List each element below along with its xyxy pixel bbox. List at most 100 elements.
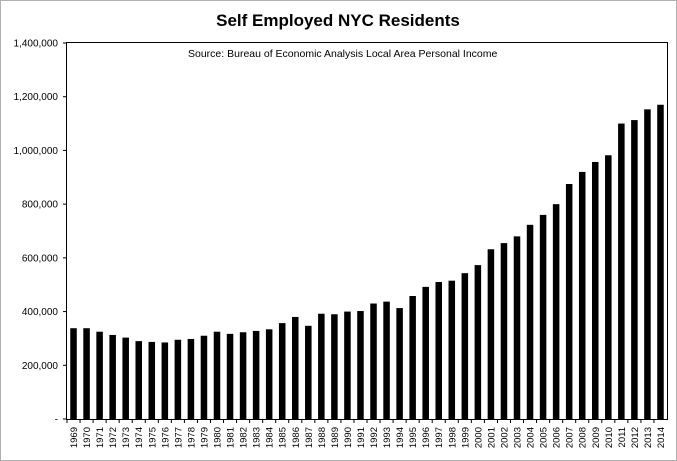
bar <box>187 338 195 419</box>
bar <box>644 109 651 419</box>
x-tick-label: 1999 <box>460 427 471 448</box>
x-tick-label: 2011 <box>617 427 628 447</box>
bar <box>383 301 390 419</box>
bar <box>292 316 299 419</box>
bar <box>409 295 416 419</box>
x-tick-label: 1969 <box>69 427 80 448</box>
x-tick-label: 2008 <box>578 427 589 448</box>
x-tick-label: 2000 <box>473 427 484 448</box>
source-annotation: Source: Bureau of Economic Analysis Loca… <box>188 48 497 60</box>
bar <box>474 265 482 419</box>
x-tick-label: 1998 <box>447 427 458 448</box>
bar <box>657 104 664 420</box>
x-tick-label: 1990 <box>343 427 354 448</box>
bar <box>592 161 599 419</box>
bar <box>435 282 442 419</box>
bar <box>148 341 156 419</box>
plot-area <box>66 42 668 420</box>
bar <box>631 120 638 419</box>
bar <box>461 273 469 419</box>
bar <box>618 123 625 420</box>
chart-title: Self Employed NYC Residents <box>216 11 460 30</box>
x-tick-label: 1991 <box>356 427 367 448</box>
y-tick-label: 600,000 <box>22 253 59 264</box>
x-tick-label: 1994 <box>395 427 406 448</box>
x-tick-label: 1983 <box>252 427 263 448</box>
x-tick-label: 1992 <box>369 427 380 448</box>
bar <box>552 204 560 419</box>
x-tick-label: 1970 <box>82 427 93 448</box>
bar <box>200 335 208 419</box>
x-tick-label: 2009 <box>591 427 602 448</box>
bar <box>539 214 547 419</box>
bar <box>174 339 182 419</box>
bar <box>526 224 534 419</box>
x-tick-label: 1981 <box>226 427 237 448</box>
y-tick-label: 400,000 <box>22 307 59 318</box>
bar <box>135 341 142 419</box>
x-tick-label: 1996 <box>421 427 432 448</box>
x-tick-label: 1974 <box>134 427 145 448</box>
x-tick-label: 1973 <box>121 427 132 448</box>
x-tick-label: 1982 <box>239 427 250 448</box>
bar <box>357 311 364 419</box>
x-tick-label: 1972 <box>108 427 119 448</box>
x-tick-label: 2007 <box>565 427 576 448</box>
x-tick-label: 2001 <box>486 427 497 448</box>
bar <box>161 342 169 419</box>
bar <box>239 332 247 419</box>
bar <box>96 331 103 419</box>
y-tick-label: - <box>55 415 58 426</box>
x-axis: 1969 1970 1971 1972 1973 1974 1975 1976 1977 1978… <box>66 419 667 448</box>
bar <box>70 328 77 419</box>
x-tick-label: 2004 <box>526 427 537 448</box>
bar <box>565 184 573 419</box>
bar <box>605 155 612 419</box>
bar <box>331 314 338 419</box>
x-tick-label: 1980 <box>213 427 224 448</box>
x-tick-label: 1993 <box>382 427 393 448</box>
bar <box>344 311 351 419</box>
bar <box>213 331 221 419</box>
y-tick-label: 1,000,000 <box>14 146 59 157</box>
bar <box>578 171 586 419</box>
x-tick-label: 2006 <box>552 427 563 448</box>
x-tick-label: 2002 <box>499 427 510 448</box>
x-tick-label: 1971 <box>95 427 106 448</box>
bar <box>83 328 90 419</box>
bar <box>318 313 325 419</box>
bar <box>422 286 429 419</box>
bar <box>500 243 508 419</box>
x-tick-label: 1978 <box>186 427 197 448</box>
bar <box>226 333 234 419</box>
x-tick-label: 1987 <box>304 427 315 448</box>
bar <box>265 329 273 419</box>
x-tick-label: 1984 <box>265 427 276 448</box>
x-tick-label: 1988 <box>317 427 328 448</box>
x-tick-label: 2010 <box>604 427 615 448</box>
x-tick-label: 1986 <box>291 427 302 448</box>
bar-series <box>70 104 664 420</box>
x-tick-label: 1985 <box>278 427 289 448</box>
bar <box>513 236 521 419</box>
y-tick-label: 1,200,000 <box>14 92 59 103</box>
bar <box>396 308 403 419</box>
x-tick-label: 2014 <box>656 427 667 448</box>
bar <box>305 325 312 419</box>
x-tick-label: 2003 <box>513 427 524 448</box>
x-tick-label: 1997 <box>434 427 445 448</box>
x-tick-label: 2013 <box>643 427 654 448</box>
bar <box>370 303 377 419</box>
y-axis: - 200,000 400,000 600,000 800,000 1,000,000 1,… <box>14 39 67 426</box>
bar <box>122 337 129 419</box>
bar <box>448 280 456 419</box>
x-tick-label: 2012 <box>630 427 641 448</box>
x-tick-label: 1995 <box>408 427 419 448</box>
x-tick-label: 1977 <box>173 427 184 448</box>
x-tick-label: 1979 <box>199 427 210 448</box>
bar <box>252 330 260 419</box>
x-tick-label: 1976 <box>160 427 171 448</box>
bar <box>278 323 286 419</box>
y-tick-label: 200,000 <box>22 361 59 372</box>
